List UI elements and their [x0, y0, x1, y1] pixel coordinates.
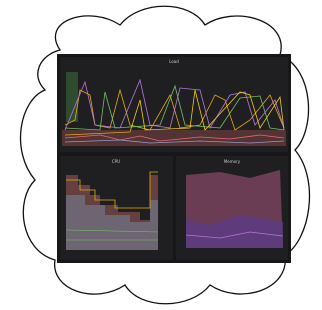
panel-title: Load — [169, 59, 179, 64]
scene: Load CPU Memory — [0, 0, 322, 310]
area — [62, 130, 286, 146]
cpu-panel: CPU — [60, 156, 173, 260]
load-panel: Load — [60, 57, 288, 152]
panel-title: Memory — [224, 159, 241, 164]
panel-title: CPU — [112, 159, 120, 164]
memory-panel: Memory — [176, 156, 288, 260]
page: Load CPU Memory (() => { const data = JS… — [0, 0, 322, 310]
